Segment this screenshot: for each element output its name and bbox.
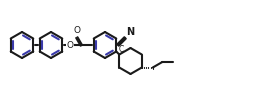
Text: O: O: [73, 26, 80, 35]
Text: C: C: [119, 46, 124, 55]
Text: N: N: [126, 27, 134, 37]
Text: O: O: [67, 40, 73, 50]
